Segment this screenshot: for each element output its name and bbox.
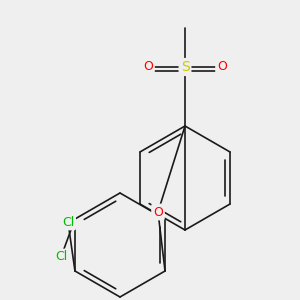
Text: O: O	[217, 61, 227, 74]
Text: O: O	[153, 206, 163, 218]
Text: Cl: Cl	[55, 250, 67, 263]
Text: S: S	[181, 60, 189, 74]
Text: Cl: Cl	[62, 215, 74, 229]
Text: O: O	[143, 61, 153, 74]
